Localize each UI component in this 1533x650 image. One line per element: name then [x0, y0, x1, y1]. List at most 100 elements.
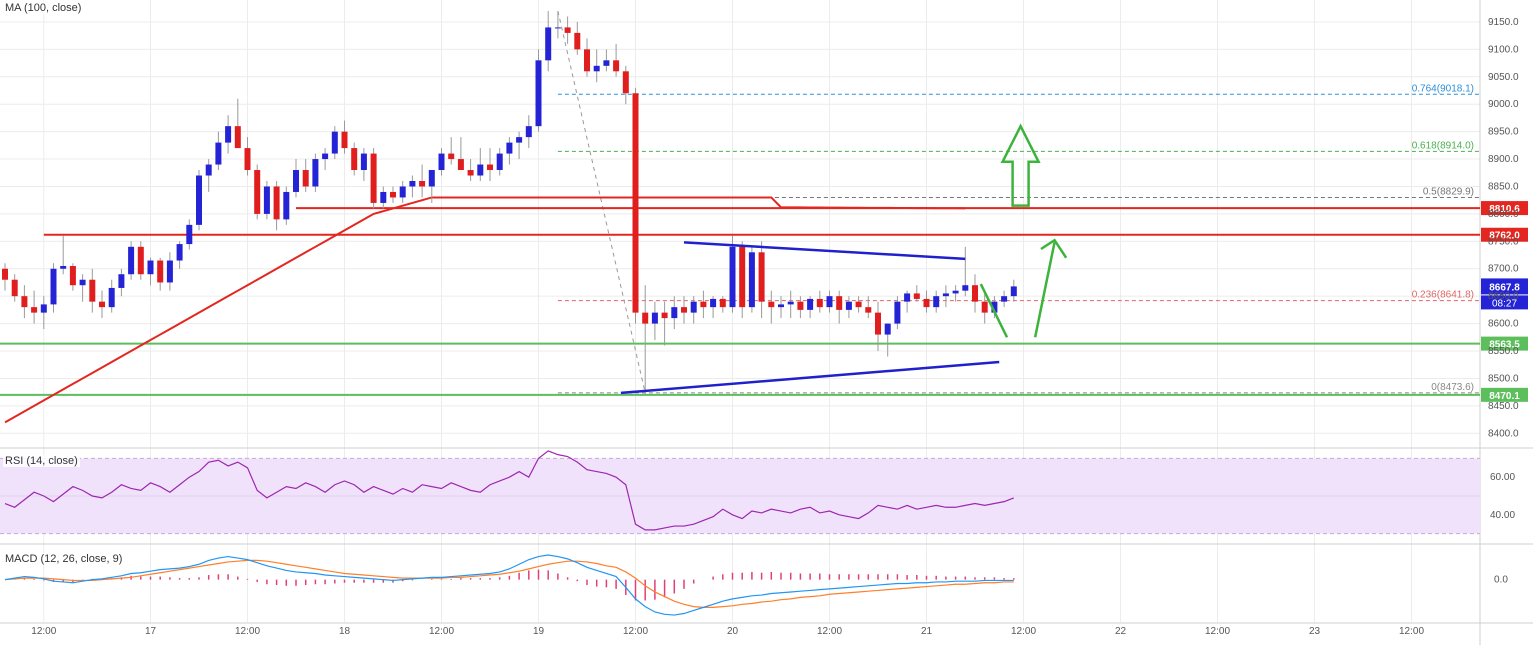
- bullish-candle[interactable]: [360, 153, 367, 171]
- bullish-candle[interactable]: [322, 153, 329, 160]
- bearish-candle[interactable]: [11, 279, 18, 297]
- bullish-candle[interactable]: [904, 293, 911, 302]
- bullish-candle[interactable]: [729, 246, 736, 308]
- bullish-candle[interactable]: [496, 153, 503, 171]
- bearish-candle[interactable]: [254, 170, 261, 214]
- bearish-candle[interactable]: [632, 93, 639, 313]
- bullish-candle[interactable]: [778, 304, 784, 308]
- bearish-candle[interactable]: [244, 148, 251, 171]
- bearish-candle[interactable]: [234, 126, 241, 149]
- bullish-candle[interactable]: [516, 137, 523, 143]
- bullish-candle[interactable]: [807, 298, 814, 310]
- bearish-candle[interactable]: [157, 260, 164, 283]
- bearish-candle[interactable]: [390, 191, 396, 198]
- lower-trendline[interactable]: [620, 360, 1000, 395]
- macd-indicator-label[interactable]: MACD (12, 26, close, 9): [3, 553, 125, 565]
- upper-trendline[interactable]: [683, 241, 966, 261]
- bullish-candle[interactable]: [60, 266, 67, 269]
- bearish-candle[interactable]: [467, 170, 474, 176]
- bullish-candle[interactable]: [176, 244, 183, 261]
- bullish-candle[interactable]: [506, 142, 513, 154]
- bullish-candle[interactable]: [942, 293, 949, 297]
- bearish-candle[interactable]: [613, 60, 620, 72]
- bearish-candle[interactable]: [923, 298, 930, 308]
- bullish-candle[interactable]: [690, 301, 697, 313]
- bearish-candle[interactable]: [642, 312, 649, 324]
- bullish-candle[interactable]: [50, 268, 57, 305]
- bullish-candle[interactable]: [787, 301, 794, 305]
- bearish-candle[interactable]: [768, 301, 775, 308]
- bearish-candle[interactable]: [89, 279, 96, 302]
- target-up-arrow-outline[interactable]: [1000, 123, 1041, 207]
- bullish-candle[interactable]: [952, 290, 959, 294]
- bearish-candle[interactable]: [564, 27, 571, 33]
- bearish-candle[interactable]: [981, 301, 988, 313]
- bullish-candle[interactable]: [826, 296, 833, 308]
- bearish-candle[interactable]: [739, 246, 746, 308]
- bullish-candle[interactable]: [263, 186, 270, 214]
- bullish-candle[interactable]: [147, 260, 154, 275]
- rsi-indicator-label[interactable]: RSI (14, close): [3, 455, 80, 467]
- bullish-candle[interactable]: [293, 170, 299, 192]
- bearish-candle[interactable]: [341, 131, 348, 149]
- bullish-candle[interactable]: [312, 159, 319, 187]
- bullish-candle[interactable]: [205, 164, 212, 176]
- bullish-candle[interactable]: [593, 65, 600, 72]
- up-move-arrow-shaft[interactable]: [1033, 242, 1056, 338]
- bullish-candle[interactable]: [477, 164, 484, 176]
- bearish-candle[interactable]: [370, 153, 377, 203]
- bearish-candle[interactable]: [457, 159, 464, 171]
- bullish-candle[interactable]: [186, 224, 193, 245]
- bearish-candle[interactable]: [758, 252, 765, 302]
- bearish-candle[interactable]: [622, 71, 629, 94]
- bullish-candle[interactable]: [40, 304, 47, 313]
- bearish-candle[interactable]: [816, 298, 823, 308]
- bullish-candle[interactable]: [671, 307, 678, 319]
- bullish-candle[interactable]: [651, 312, 658, 324]
- bullish-candle[interactable]: [225, 126, 232, 143]
- bullish-candle[interactable]: [1010, 286, 1017, 297]
- bearish-candle[interactable]: [913, 293, 920, 299]
- bearish-candle[interactable]: [836, 296, 843, 310]
- bearish-candle[interactable]: [351, 148, 358, 171]
- bullish-candle[interactable]: [545, 27, 552, 61]
- bullish-candle[interactable]: [962, 285, 969, 291]
- bearish-candle[interactable]: [419, 180, 426, 187]
- bullish-candle[interactable]: [331, 131, 338, 154]
- bearish-candle[interactable]: [865, 307, 872, 313]
- bearish-candle[interactable]: [302, 170, 309, 187]
- bullish-candle[interactable]: [380, 191, 387, 203]
- bearish-candle[interactable]: [487, 164, 493, 171]
- bearish-candle[interactable]: [574, 32, 581, 50]
- bearish-candle[interactable]: [137, 246, 144, 275]
- bullish-candle[interactable]: [108, 287, 115, 308]
- bullish-candle[interactable]: [428, 170, 435, 187]
- bullish-candle[interactable]: [991, 301, 998, 313]
- bearish-candle[interactable]: [875, 312, 881, 335]
- bearish-candle[interactable]: [855, 301, 862, 308]
- down-move-arrow-line[interactable]: [979, 283, 1009, 338]
- bearish-candle[interactable]: [584, 49, 590, 72]
- bullish-candle[interactable]: [215, 142, 222, 165]
- bullish-candle[interactable]: [128, 246, 135, 275]
- bullish-candle[interactable]: [884, 323, 891, 335]
- bullish-candle[interactable]: [399, 186, 406, 198]
- bearish-candle[interactable]: [448, 153, 455, 160]
- bearish-candle[interactable]: [2, 268, 8, 280]
- bullish-candle[interactable]: [79, 279, 86, 286]
- bearish-candle[interactable]: [99, 301, 105, 308]
- bullish-candle[interactable]: [748, 252, 755, 308]
- bearish-candle[interactable]: [273, 186, 280, 220]
- bearish-candle[interactable]: [31, 307, 38, 313]
- bullish-candle[interactable]: [283, 191, 290, 220]
- bullish-candle[interactable]: [1001, 296, 1008, 302]
- bullish-candle[interactable]: [196, 175, 202, 225]
- bearish-candle[interactable]: [797, 301, 804, 310]
- bullish-candle[interactable]: [710, 298, 717, 308]
- bullish-candle[interactable]: [118, 274, 125, 288]
- bullish-candle[interactable]: [525, 126, 532, 138]
- bearish-candle[interactable]: [21, 296, 28, 308]
- bearish-candle[interactable]: [69, 266, 76, 286]
- bullish-candle[interactable]: [603, 60, 610, 66]
- bearish-candle[interactable]: [719, 298, 726, 308]
